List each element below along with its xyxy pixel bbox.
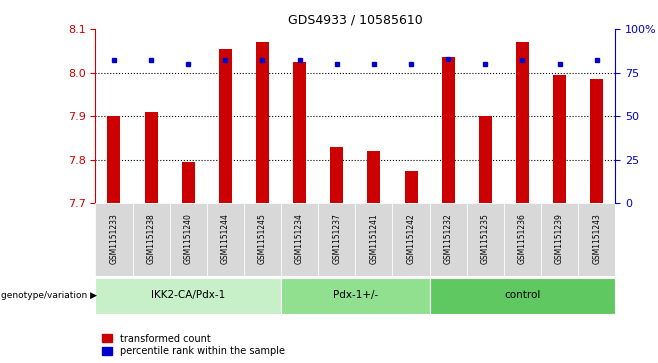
Text: GSM1151240: GSM1151240 — [184, 213, 193, 264]
Bar — [207, 203, 244, 276]
Text: GSM1151235: GSM1151235 — [481, 213, 490, 264]
Text: genotype/variation ▶: genotype/variation ▶ — [1, 290, 97, 299]
Text: GSM1151244: GSM1151244 — [221, 213, 230, 264]
Text: GSM1151245: GSM1151245 — [258, 213, 267, 264]
Bar — [479, 116, 492, 203]
Bar — [367, 151, 380, 203]
Bar — [107, 116, 120, 203]
Bar — [590, 79, 603, 203]
Bar — [430, 278, 615, 314]
Bar — [170, 203, 207, 276]
Bar — [281, 278, 430, 314]
Text: GSM1151243: GSM1151243 — [592, 213, 601, 264]
Bar — [95, 203, 132, 276]
Text: GSM1151234: GSM1151234 — [295, 213, 304, 264]
Legend: transformed count, percentile rank within the sample: transformed count, percentile rank withi… — [100, 332, 287, 358]
Text: GSM1151236: GSM1151236 — [518, 213, 527, 264]
Text: GSM1151238: GSM1151238 — [147, 213, 155, 264]
Bar — [132, 203, 170, 276]
Bar — [553, 75, 566, 203]
Bar — [442, 57, 455, 203]
Text: GSM1151233: GSM1151233 — [109, 213, 118, 264]
Bar — [244, 203, 281, 276]
Text: IKK2-CA/Pdx-1: IKK2-CA/Pdx-1 — [151, 290, 225, 300]
Text: GSM1151237: GSM1151237 — [332, 213, 342, 264]
Bar — [467, 203, 504, 276]
Text: GSM1151241: GSM1151241 — [369, 213, 378, 264]
Bar — [578, 203, 615, 276]
Bar — [392, 203, 430, 276]
Text: GSM1151242: GSM1151242 — [407, 213, 415, 264]
Bar — [256, 42, 269, 203]
Bar — [182, 162, 195, 203]
Bar — [430, 203, 467, 276]
Bar — [95, 278, 281, 314]
Text: Pdx-1+/-: Pdx-1+/- — [333, 290, 378, 300]
Bar — [504, 203, 541, 276]
Bar — [219, 49, 232, 203]
Bar — [516, 42, 529, 203]
Text: GSM1151239: GSM1151239 — [555, 213, 564, 264]
Bar — [318, 203, 355, 276]
Bar — [293, 62, 306, 203]
Bar — [330, 147, 343, 203]
Bar — [355, 203, 392, 276]
Text: control: control — [504, 290, 541, 300]
Title: GDS4933 / 10585610: GDS4933 / 10585610 — [288, 13, 422, 26]
Bar — [541, 203, 578, 276]
Bar — [145, 112, 158, 203]
Bar — [281, 203, 318, 276]
Bar — [405, 171, 418, 203]
Text: GSM1151232: GSM1151232 — [443, 213, 453, 264]
